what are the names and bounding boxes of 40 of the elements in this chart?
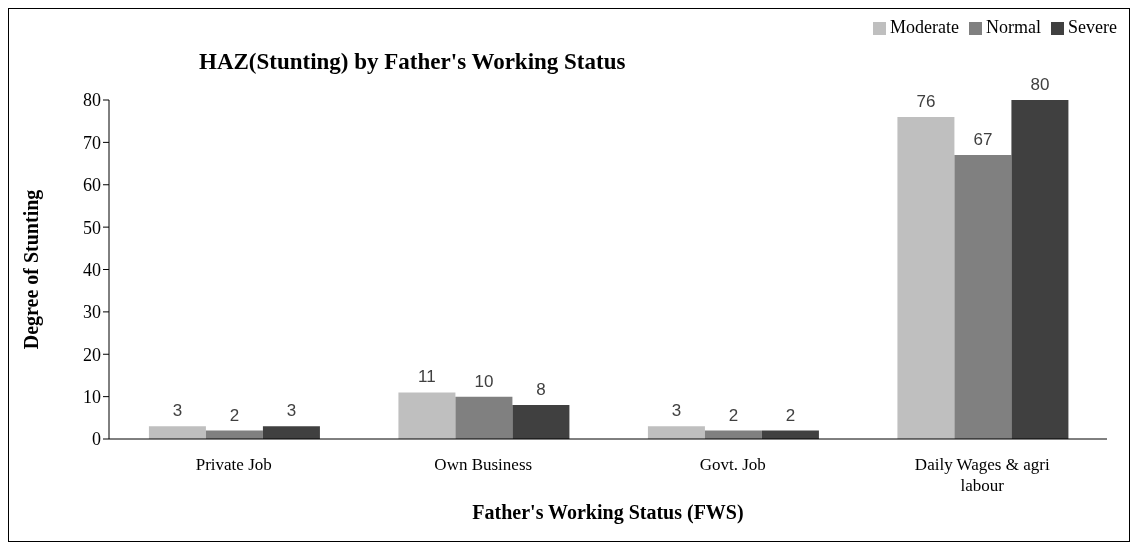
data-label: 2 xyxy=(785,405,796,425)
data-label: 10 xyxy=(474,371,494,391)
data-label: 76 xyxy=(916,91,936,111)
bar xyxy=(512,405,570,439)
legend-label: Moderate xyxy=(890,17,960,37)
data-label: 8 xyxy=(536,380,546,400)
x-axis-title: Father's Working Status (FWS) xyxy=(472,501,744,524)
legend-label: Severe xyxy=(1068,17,1117,37)
bar xyxy=(262,426,320,439)
data-label: 3 xyxy=(286,401,297,421)
y-tick-label: 40 xyxy=(83,259,101,280)
bar xyxy=(148,426,206,439)
bar xyxy=(398,392,456,439)
y-tick-label: 60 xyxy=(83,175,101,196)
y-tick-label: 80 xyxy=(83,90,101,111)
data-label: 11 xyxy=(418,367,436,387)
data-label: 2 xyxy=(728,405,739,425)
y-tick-label: 0 xyxy=(92,429,101,450)
y-tick-label: 20 xyxy=(83,344,101,365)
x-tick-label: Private Job xyxy=(195,455,272,475)
x-tick-label: Daily Wages & agri labour xyxy=(914,455,1050,495)
y-tick-label: 10 xyxy=(83,387,101,408)
data-label: 3 xyxy=(671,401,682,421)
data-label: 80 xyxy=(1030,75,1050,94)
data-label: 2 xyxy=(229,405,240,425)
bar xyxy=(897,116,955,439)
bar xyxy=(455,396,513,439)
chart-title: HAZ(Stunting) by Father's Working Status xyxy=(199,49,626,75)
bar xyxy=(647,426,705,439)
y-tick-label: 70 xyxy=(83,132,101,153)
legend-label: Normal xyxy=(986,17,1042,37)
bar xyxy=(1011,100,1069,439)
y-tick-label: 50 xyxy=(83,217,101,238)
data-label: 3 xyxy=(172,401,183,421)
x-tick-label: Own Business xyxy=(434,455,533,475)
y-tick-label: 30 xyxy=(83,302,101,323)
y-axis-title: Degree of Stunting xyxy=(20,189,44,350)
bar xyxy=(954,155,1012,439)
data-label: 67 xyxy=(973,130,993,150)
x-tick-label: Govt. Job xyxy=(699,455,766,475)
